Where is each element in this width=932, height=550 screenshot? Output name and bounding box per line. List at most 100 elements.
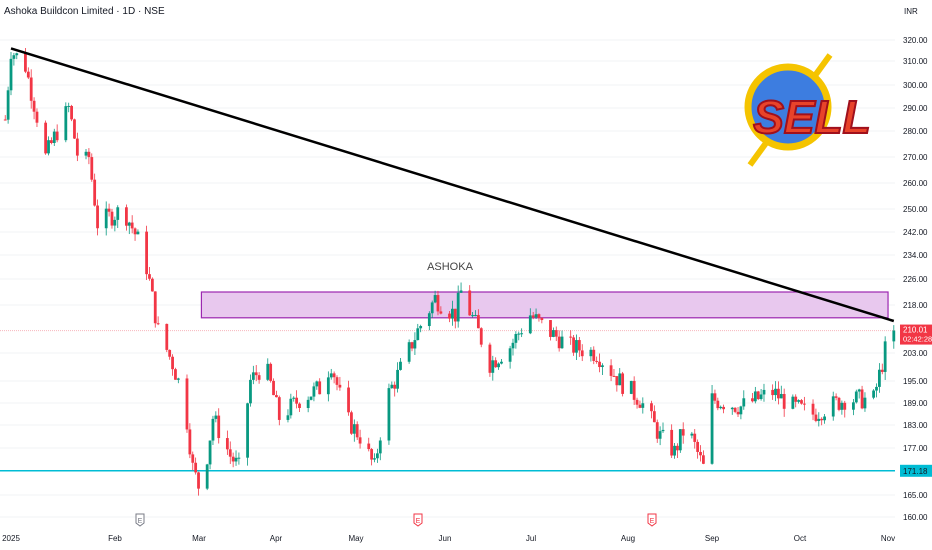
candle-body — [188, 429, 192, 455]
candle-body — [733, 407, 737, 412]
candle-body — [433, 295, 437, 303]
candle-body — [517, 333, 521, 335]
candle-body — [197, 472, 200, 489]
support-badge — [900, 464, 932, 477]
candle-body — [208, 440, 212, 465]
candle-body — [35, 111, 39, 123]
candle-body — [843, 402, 847, 410]
y-tick-label: 226.00 — [903, 275, 928, 284]
candle-body — [24, 53, 27, 72]
candle-body — [387, 388, 391, 441]
candle-body — [9, 58, 13, 91]
candle-body — [6, 90, 10, 120]
candle-body — [67, 105, 71, 107]
candle-body — [367, 443, 371, 450]
candle-body — [554, 330, 558, 337]
candle-body — [225, 438, 229, 450]
candle-body — [133, 228, 137, 235]
candle-body — [12, 55, 16, 59]
last-price-badge — [900, 324, 932, 345]
candle-body — [350, 412, 353, 434]
logo-circle — [744, 63, 832, 151]
candle-body — [29, 77, 33, 101]
y-tick-label: 250.00 — [903, 205, 928, 214]
candle-body — [678, 429, 682, 451]
earnings-marker-icon — [135, 513, 145, 527]
candle-body — [254, 372, 258, 376]
trendline — [10, 47, 895, 323]
candle-body — [75, 138, 79, 156]
candle-body — [635, 399, 639, 405]
candle-body — [531, 315, 535, 318]
candle-body — [756, 391, 760, 400]
candle-body — [136, 231, 140, 235]
x-tick-label: Nov — [881, 534, 895, 543]
candle-body — [289, 398, 293, 416]
y-tick-label: 183.00 — [903, 421, 928, 430]
candle-body — [528, 315, 532, 334]
candle-body — [93, 179, 97, 206]
candle-body — [32, 100, 36, 112]
candle-body — [306, 399, 310, 409]
candle-body — [736, 411, 740, 415]
y-tick-label: 203.00 — [903, 349, 928, 358]
candle-body — [130, 222, 134, 229]
candle-body — [295, 397, 299, 404]
candle-body — [373, 458, 376, 460]
candle-body — [116, 207, 120, 220]
earnings-marker-label: E — [650, 518, 655, 525]
candle-body — [49, 140, 53, 143]
candle-body — [47, 140, 50, 154]
candle-body — [589, 349, 593, 357]
candle-body — [673, 445, 676, 456]
y-tick-label: 165.00 — [903, 491, 928, 500]
candle-body — [615, 376, 619, 386]
candle-body — [883, 341, 887, 372]
candle-body — [638, 404, 642, 408]
candle-body — [165, 323, 169, 350]
candle-body — [877, 369, 881, 387]
candle-body — [52, 131, 56, 143]
candle-body — [231, 456, 235, 462]
candle-body — [696, 441, 700, 452]
candle-body — [145, 231, 148, 275]
x-tick-label: Aug — [621, 534, 635, 543]
x-tick-label: Sep — [705, 534, 720, 543]
y-tick-label: 290.00 — [903, 104, 928, 113]
x-tick-label: Jun — [439, 534, 452, 543]
candle-body — [70, 105, 73, 120]
candle-body — [690, 433, 694, 436]
candle-body — [87, 151, 91, 158]
x-tick-label: 2025 — [2, 534, 20, 543]
candle-body — [479, 328, 483, 345]
candle-body — [168, 349, 172, 357]
x-tick-label: Feb — [108, 534, 122, 543]
candle-body — [592, 349, 596, 361]
candle-body — [150, 278, 154, 292]
candle-body — [488, 344, 492, 373]
earnings-marker-label: E — [138, 518, 143, 525]
candle-body — [104, 208, 108, 229]
candle-body — [693, 433, 697, 442]
x-tick-label: Jul — [526, 534, 536, 543]
candle-body — [595, 360, 599, 362]
candle-body — [3, 119, 7, 121]
candle-body — [569, 336, 573, 338]
candle-body — [777, 388, 780, 399]
candle-body — [277, 397, 281, 420]
candle-body — [211, 418, 215, 441]
candle-body — [782, 393, 786, 409]
last-price-value: 210.01 — [903, 326, 928, 335]
candle-body — [176, 378, 180, 380]
candle-body — [880, 369, 884, 372]
candle-body — [779, 393, 783, 399]
y-tick-label: 310.00 — [903, 57, 928, 66]
annotation-label: ASHOKA — [427, 261, 474, 273]
candle-body — [872, 390, 876, 398]
candle-body — [632, 380, 636, 400]
candle-body — [439, 311, 443, 314]
candle-body — [448, 313, 451, 319]
candle-body — [44, 122, 48, 154]
candle-body — [292, 397, 296, 399]
